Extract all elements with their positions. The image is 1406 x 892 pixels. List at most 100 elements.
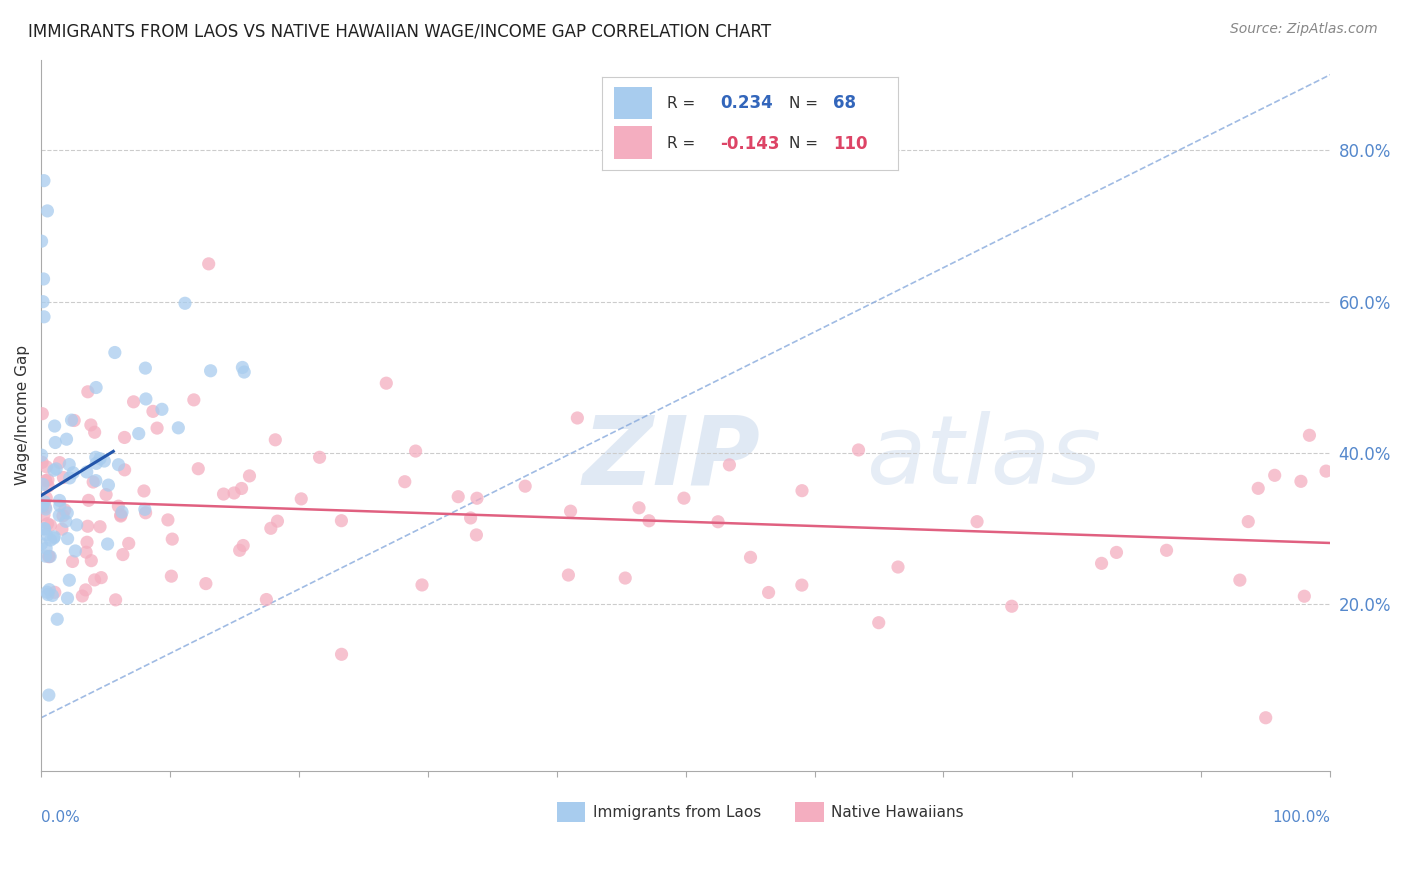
Point xyxy=(51,522,73,536)
Point xyxy=(718,458,741,472)
Point xyxy=(48,456,70,470)
Point xyxy=(107,458,129,472)
Point xyxy=(1156,543,1178,558)
Point xyxy=(32,272,55,286)
Point xyxy=(465,528,488,542)
Point xyxy=(1229,573,1251,587)
Point xyxy=(887,560,910,574)
Point xyxy=(52,508,75,523)
Point xyxy=(84,474,107,488)
Point xyxy=(142,404,165,418)
Point xyxy=(35,502,58,516)
Point xyxy=(38,582,60,597)
Point xyxy=(132,483,155,498)
Point xyxy=(194,576,217,591)
Point xyxy=(135,506,157,520)
Point xyxy=(35,541,58,556)
Point xyxy=(38,688,60,702)
Point xyxy=(375,376,398,391)
Point xyxy=(111,548,134,562)
Point xyxy=(39,518,62,533)
Point xyxy=(94,487,117,501)
Point xyxy=(62,466,84,480)
Point xyxy=(231,482,253,496)
Point xyxy=(58,573,80,587)
Point xyxy=(614,571,637,585)
Text: Immigrants from Laos: Immigrants from Laos xyxy=(593,805,761,820)
Point xyxy=(56,591,79,606)
Point xyxy=(82,475,104,489)
Point xyxy=(330,648,353,662)
Point xyxy=(76,465,98,479)
Point xyxy=(38,549,60,564)
Point xyxy=(212,487,235,501)
Point xyxy=(34,494,56,508)
Point xyxy=(790,483,813,498)
Point xyxy=(135,392,157,406)
Point xyxy=(37,588,59,602)
Point xyxy=(183,392,205,407)
Point xyxy=(32,508,55,522)
Point xyxy=(266,514,288,528)
Point xyxy=(60,413,83,427)
Point xyxy=(110,508,132,522)
Point xyxy=(868,615,890,630)
Point xyxy=(238,469,260,483)
Point xyxy=(89,519,111,533)
Point xyxy=(66,517,89,532)
Text: Native Hawaiians: Native Hawaiians xyxy=(831,805,965,820)
Point xyxy=(80,554,103,568)
Point xyxy=(35,474,58,488)
Point xyxy=(638,514,661,528)
Point xyxy=(197,257,219,271)
Point xyxy=(31,499,53,513)
Text: Source: ZipAtlas.com: Source: ZipAtlas.com xyxy=(1230,22,1378,37)
Point xyxy=(187,461,209,475)
Point xyxy=(228,543,250,558)
Point xyxy=(740,550,762,565)
Point xyxy=(1237,515,1260,529)
Point xyxy=(260,521,283,535)
Point xyxy=(111,505,134,519)
Point xyxy=(37,479,59,493)
Text: 100.0%: 100.0% xyxy=(1272,810,1330,825)
Point xyxy=(122,394,145,409)
Text: 0.0%: 0.0% xyxy=(41,810,80,825)
Point xyxy=(32,310,55,324)
Point xyxy=(1105,545,1128,559)
Point xyxy=(231,360,253,375)
Point xyxy=(97,537,120,551)
Point xyxy=(37,516,59,531)
Point xyxy=(200,364,222,378)
Point xyxy=(34,522,56,536)
Point xyxy=(76,384,98,399)
Point xyxy=(156,513,179,527)
Text: atlas: atlas xyxy=(866,411,1101,504)
Point xyxy=(39,549,62,564)
Point xyxy=(75,545,97,559)
Point xyxy=(150,402,173,417)
Point xyxy=(44,435,66,450)
Point xyxy=(1294,589,1316,603)
Point xyxy=(75,582,97,597)
Point xyxy=(31,455,53,469)
Point xyxy=(44,530,66,544)
Point xyxy=(232,539,254,553)
Point xyxy=(55,432,77,446)
Point xyxy=(44,585,66,599)
Point xyxy=(31,448,53,462)
Point xyxy=(90,571,112,585)
Point xyxy=(77,493,100,508)
Point xyxy=(89,451,111,466)
Point xyxy=(59,471,82,485)
Point xyxy=(162,532,184,546)
Point xyxy=(37,473,59,487)
Point xyxy=(254,592,277,607)
Point xyxy=(405,444,427,458)
Point xyxy=(1315,464,1337,478)
Point xyxy=(848,442,870,457)
Point xyxy=(49,499,72,513)
Point xyxy=(1254,711,1277,725)
Point xyxy=(83,425,105,440)
Point xyxy=(32,294,55,309)
